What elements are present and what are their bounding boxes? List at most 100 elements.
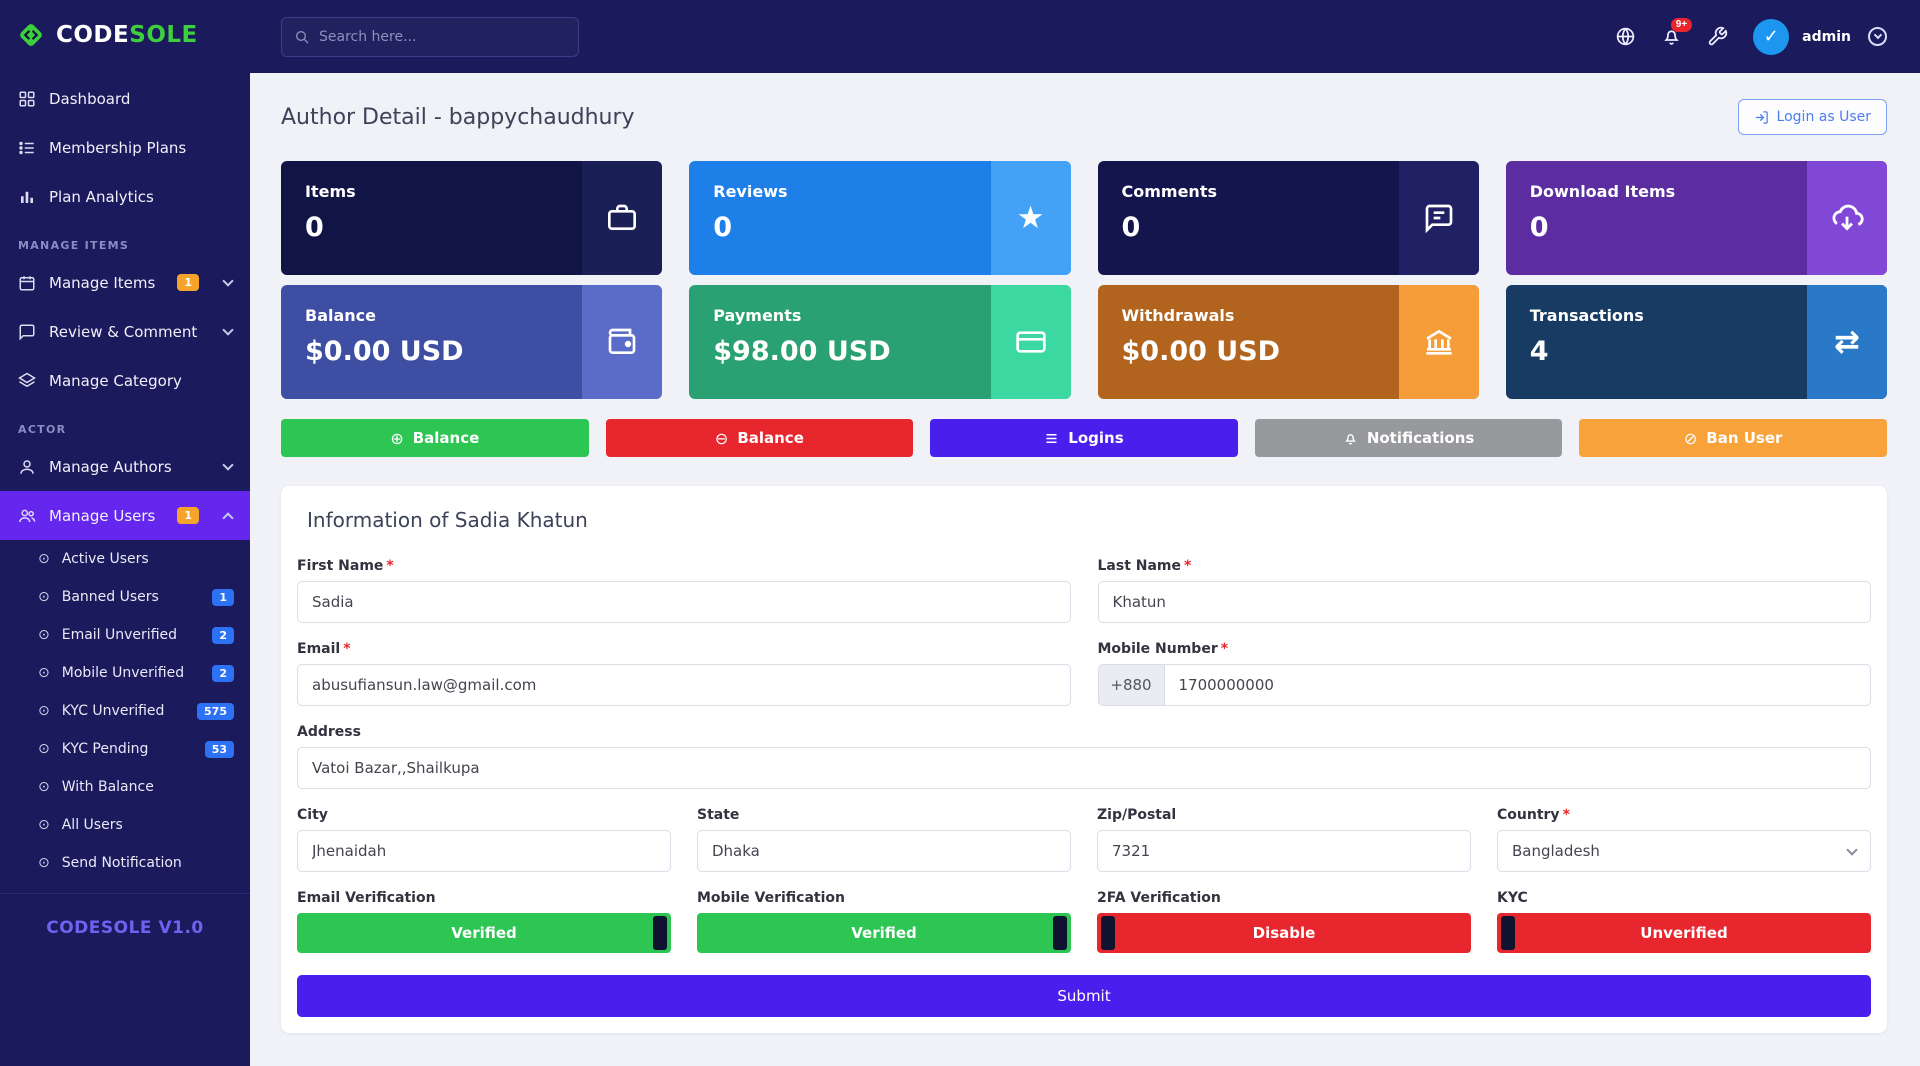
sidebar-item-manage-users[interactable]: Manage Users 1 <box>0 491 250 540</box>
sidebar-subitem-kyc-unverified[interactable]: ⊙ KYC Unverified 575 <box>0 692 250 730</box>
sidebar-subitem-send-notification[interactable]: ⊙ Send Notification <box>0 844 250 882</box>
settings-wrench-button[interactable] <box>1707 26 1728 47</box>
first-name-input[interactable] <box>297 581 1071 623</box>
zip-input[interactable] <box>1097 830 1471 872</box>
toggle-handle[interactable] <box>1101 916 1115 950</box>
mobile-number-input[interactable] <box>1163 664 1871 706</box>
country-select[interactable]: Bangladesh <box>1497 830 1871 872</box>
brand-logo[interactable]: CODESOLE <box>0 0 250 70</box>
sidebar-item-manage-items[interactable]: Manage Items 1 <box>0 258 250 307</box>
mobile-verification-toggle[interactable]: Verified <box>697 913 1071 953</box>
count-badge: 575 <box>197 702 234 720</box>
sidebar-subitem-email-unverified[interactable]: ⊙ Email Unverified 2 <box>0 616 250 654</box>
briefcase-icon <box>608 204 637 230</box>
notifications-button[interactable]: 9+ <box>1661 18 1693 47</box>
state-input[interactable] <box>697 830 1071 872</box>
mobile-number-field: Mobile Number * +880 <box>1097 641 1871 706</box>
user-avatar[interactable]: ✓ <box>1753 18 1790 55</box>
sidebar-section-manage-items: MANAGE ITEMS <box>18 239 130 252</box>
submit-button[interactable]: Submit <box>297 975 1871 1017</box>
comment-icon <box>1425 204 1453 234</box>
check-icon: ✓ <box>1763 26 1779 47</box>
sidebar-subitem-banned-users[interactable]: ⊙ Banned Users 1 <box>0 578 250 616</box>
sidebar-item-review-comment[interactable]: Review & Comment <box>0 307 250 356</box>
email-input[interactable] <box>297 664 1071 706</box>
sidebar-item-label: Membership Plans <box>49 138 187 157</box>
search-input[interactable] <box>319 28 566 45</box>
ban-user-button[interactable]: ⊘ Ban User <box>1579 419 1887 457</box>
user-menu-caret[interactable] <box>1868 27 1887 46</box>
stat-value: 0 <box>713 212 733 243</box>
sidebar-subitem-with-balance[interactable]: ⊙ With Balance <box>0 768 250 806</box>
language-globe-button[interactable] <box>1615 26 1636 47</box>
subtract-balance-button[interactable]: ⊖ Balance <box>605 419 914 457</box>
sidebar-item-membership-plans[interactable]: Membership Plans <box>0 123 250 172</box>
list-icon <box>1046 433 1057 443</box>
circle-dot-icon: ⊙ <box>38 627 50 643</box>
stat-card-download-items: Download Items 0 <box>1505 161 1887 275</box>
stat-value: $0.00 USD <box>305 336 464 367</box>
logins-button[interactable]: Logins <box>930 419 1238 457</box>
stat-value: 0 <box>1529 212 1549 243</box>
sidebar-menu: Dashboard Membership Plans Plan Analytic… <box>0 70 250 882</box>
sidebar-item-label: Send Notification <box>61 855 182 871</box>
bell-icon <box>1344 433 1356 444</box>
bank-icon <box>1426 329 1452 355</box>
sidebar-item-plan-analytics[interactable]: Plan Analytics <box>0 172 250 221</box>
cloud-download-icon <box>1832 204 1864 231</box>
count-badge: 1 <box>212 588 234 606</box>
sidebar-section-actor: ACTOR <box>18 423 67 436</box>
email-field: Email * <box>297 641 1071 706</box>
last-name-input[interactable] <box>1097 581 1871 623</box>
brand-logo-icon <box>20 24 42 46</box>
email-verification-toggle[interactable]: Verified <box>297 913 671 953</box>
kyc-toggle[interactable]: Unverified <box>1497 913 1871 953</box>
address-input[interactable] <box>297 747 1871 789</box>
stat-card-withdrawals: Withdrawals $0.00 USD <box>1097 285 1479 399</box>
zip-field: Zip/Postal <box>1097 807 1471 872</box>
sidebar-item-dashboard[interactable]: Dashboard <box>0 74 250 123</box>
count-badge: 2 <box>212 664 234 682</box>
dashboard-icon <box>19 91 35 106</box>
wrench-icon <box>1708 26 1728 46</box>
sidebar-item-label: Active Users <box>61 551 149 567</box>
sidebar-subitem-mobile-unverified[interactable]: ⊙ Mobile Unverified 2 <box>0 654 250 692</box>
stat-label: Download Items <box>1529 182 1676 201</box>
sidebar-subitem-kyc-pending[interactable]: ⊙ KYC Pending 53 <box>0 730 250 768</box>
city-input[interactable] <box>297 830 671 872</box>
layers-icon <box>18 372 36 387</box>
login-as-user-button[interactable]: Login as User <box>1737 99 1887 135</box>
stat-card-items: Items 0 <box>281 161 663 275</box>
notifications-action-button[interactable]: Notifications <box>1254 419 1563 457</box>
sidebar-item-label: KYC Pending <box>61 741 149 757</box>
transfer-icon: ⇄ <box>1834 324 1860 360</box>
country-field: Country * Bangladesh <box>1497 807 1871 872</box>
city-field: City <box>297 807 671 872</box>
toggle-handle[interactable] <box>1053 916 1067 950</box>
required-mark: * <box>1220 641 1229 657</box>
stat-value: 0 <box>1121 212 1141 243</box>
search-box <box>281 16 579 57</box>
required-mark: * <box>343 641 351 657</box>
stat-label: Comments <box>1121 182 1218 201</box>
twofa-verification-toggle[interactable]: Disable <box>1097 913 1471 953</box>
sidebar-subitem-all-users[interactable]: ⊙ All Users <box>0 806 250 844</box>
calendar-icon <box>19 275 35 290</box>
stat-label: Transactions <box>1529 306 1644 325</box>
stat-card-reviews: Reviews 0 ★ <box>689 161 1071 275</box>
sidebar-item-label: Email Unverified <box>61 627 178 643</box>
sidebar-version: CODESOLE V1.0 <box>0 893 250 938</box>
toggle-handle[interactable] <box>653 916 667 950</box>
circle-dot-icon: ⊙ <box>38 741 50 757</box>
stat-value: $0.00 USD <box>1121 336 1281 367</box>
circle-dot-icon: ⊙ <box>38 589 50 605</box>
add-balance-button[interactable]: ⊕ Balance <box>281 419 589 457</box>
sidebar-item-manage-category[interactable]: Manage Category <box>0 356 250 405</box>
stat-card-balance: Balance $0.00 USD <box>281 285 663 399</box>
sidebar-subitem-active-users[interactable]: ⊙ Active Users <box>0 540 250 578</box>
circle-dot-icon: ⊙ <box>38 817 50 833</box>
toggle-handle[interactable] <box>1501 916 1515 950</box>
sidebar-item-manage-authors[interactable]: Manage Authors <box>0 442 250 491</box>
wallet-icon <box>608 328 636 354</box>
dial-code-prefix: +880 <box>1097 664 1164 706</box>
